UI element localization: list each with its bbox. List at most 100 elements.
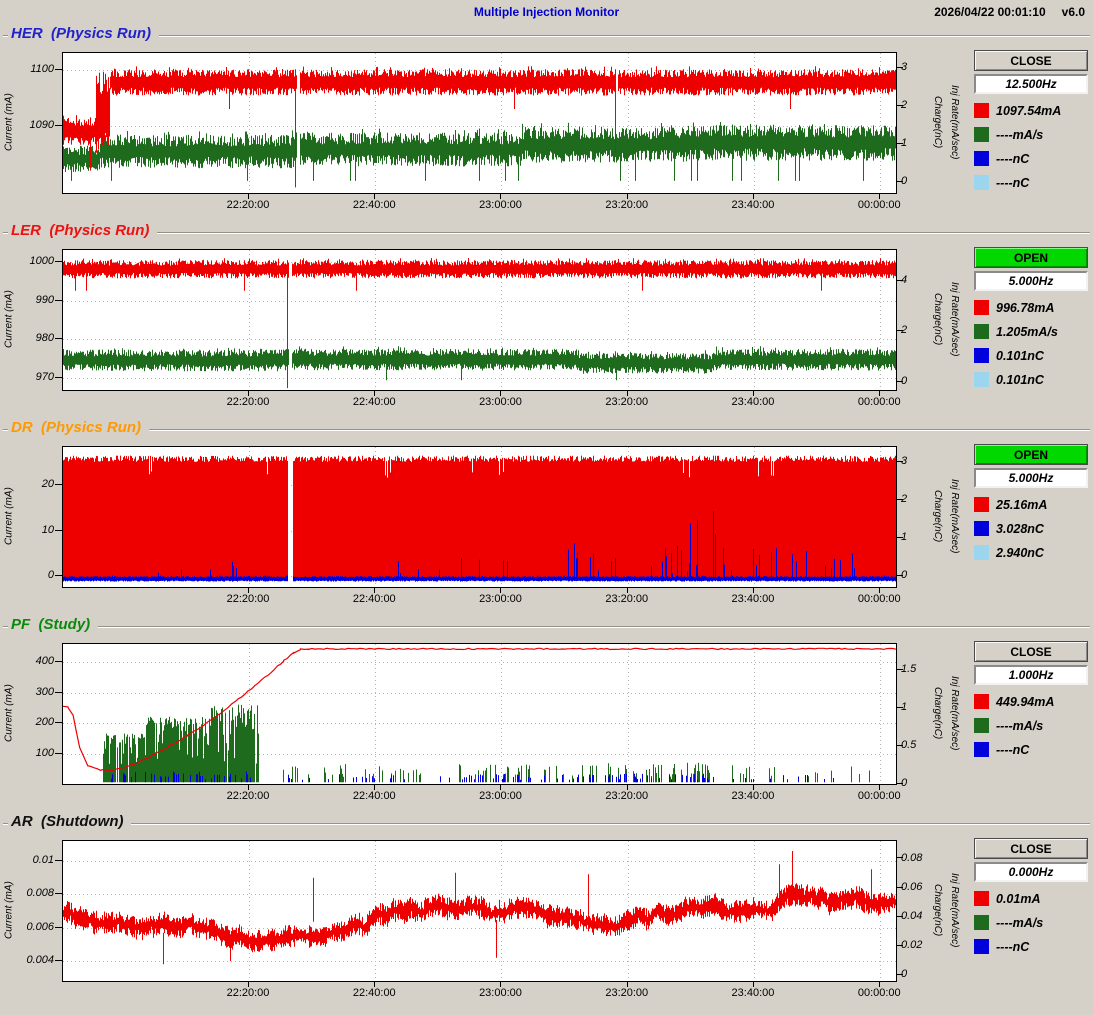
legend-value: 0.101nC [996,349,1044,363]
x-axis-tick [500,588,501,593]
y-axis-tick-label: 0.004 [6,954,54,966]
open-button-ler[interactable]: OPEN [974,247,1088,268]
right-y-axis-tick [896,857,903,858]
x-axis-tick [753,194,754,199]
x-axis-tick [500,785,501,790]
x-axis-tick-label: 23:00:00 [468,593,532,605]
x-axis-tick [879,391,880,396]
panel-title-ler: LER (Physics Run) [8,222,157,239]
y-axis-tick-label: 400 [6,655,54,667]
y-axis-tick-label: 0.01 [6,854,54,866]
panel-dr: DR (Physics Run)Current (mA)01020012322:… [0,420,1093,617]
x-axis-tick [374,588,375,593]
legend-swatch-green [974,127,989,142]
panel-ar: AR (Shutdown)Current (mA)0.0040.0060.008… [0,814,1093,1011]
y-axis-tick [55,338,62,339]
close-button-her[interactable]: CLOSE [974,50,1088,71]
x-axis-tick [879,194,880,199]
legend-row: ----nC [974,175,1088,190]
panel-divider-line [3,35,1090,37]
x-axis-tick [374,785,375,790]
x-axis-tick [374,194,375,199]
right-y-axis-tick [896,105,903,106]
legend-row: 0.101nC [974,372,1088,387]
panel-title-her: HER (Physics Run) [8,25,159,42]
right-y-axis-tick [896,945,903,946]
x-axis-tick [879,785,880,790]
legend-swatch-green [974,324,989,339]
legend-swatch-blue [974,348,989,363]
x-axis-tick [248,982,249,987]
legend-row: ----mA/s [974,718,1088,733]
legend-row: ----nC [974,939,1088,954]
right-y-axis-tick [896,537,903,538]
y-axis-tick [55,927,62,928]
y-axis-tick [55,69,62,70]
x-axis-tick-label: 23:20:00 [595,593,659,605]
right-y-axis-tick [896,67,903,68]
x-axis-tick-label: 23:00:00 [468,790,532,802]
y-axis-tick-label: 0.008 [6,887,54,899]
legend-value: ----mA/s [996,916,1043,930]
right-y-axis-tick [896,330,903,331]
x-axis-tick-label: 23:20:00 [595,199,659,211]
right-axis-title-inj-rate: Inj Rate(mA/sec) [947,446,962,586]
close-button-ar[interactable]: CLOSE [974,838,1088,859]
x-axis-tick [627,194,628,199]
multiple-injection-monitor-app: { "header": { "title": "Multiple Injecti… [0,0,1093,1015]
legend-row: ----mA/s [974,127,1088,142]
header-bar: Multiple Injection Monitor 2026/04/22 00… [0,0,1093,26]
chart-canvas-ler [63,250,896,390]
right-y-axis-tick [896,499,903,500]
y-axis-tick-label: 1000 [6,255,54,267]
y-axis-tick-label: 980 [6,332,54,344]
right-y-axis-tick [896,974,903,975]
legend-swatch-green [974,915,989,930]
close-button-pf[interactable]: CLOSE [974,641,1088,662]
chart-canvas-her [63,53,896,193]
right-y-axis-tick [896,181,903,182]
y-axis-tick [55,261,62,262]
y-axis-tick [55,692,62,693]
right-y-axis-tick [896,381,903,382]
right-axis-title-inj-rate: Inj Rate(mA/sec) [947,840,962,980]
legend-value: 449.94mA [996,695,1054,709]
x-axis-tick-label: 23:40:00 [721,790,785,802]
x-axis-tick [500,391,501,396]
right-axis-title-charge: Charge(nC) [930,52,945,192]
y-axis-tick-label: 970 [6,371,54,383]
legend-value: 3.028nC [996,522,1044,536]
x-axis-tick [753,982,754,987]
x-axis-tick-label: 22:40:00 [342,199,406,211]
injection-frequency-her: 12.500Hz [974,74,1088,94]
legend-row: 1.205mA/s [974,324,1088,339]
legend-row: ----nC [974,742,1088,757]
x-axis-tick-label: 23:00:00 [468,987,532,999]
y-axis-tick-label: 100 [6,747,54,759]
x-axis-tick [753,391,754,396]
panel-controls-pf: CLOSE 1.000Hz 449.94mA ----mA/s ----nC [974,641,1088,757]
legend-swatch-red [974,694,989,709]
x-axis-tick-label: 23:00:00 [468,199,532,211]
panel-ler: LER (Physics Run)Current (mA)97098099010… [0,223,1093,420]
x-axis-tick [248,785,249,790]
legend-value: ----nC [996,152,1029,166]
right-y-axis-tick [896,143,903,144]
right-axis-title-charge: Charge(nC) [930,643,945,783]
panel-title-dr: DR (Physics Run) [8,419,149,436]
right-axis-title-charge: Charge(nC) [930,840,945,980]
x-axis-tick [500,982,501,987]
y-axis-tick-label: 0.006 [6,921,54,933]
legend-swatch-blue [974,521,989,536]
legend-value: ----nC [996,176,1029,190]
x-axis-tick-label: 00:00:00 [847,396,911,408]
y-axis-tick [55,960,62,961]
y-axis-tick-label: 10 [6,524,54,536]
open-button-dr[interactable]: OPEN [974,444,1088,465]
injection-frequency-pf: 1.000Hz [974,665,1088,685]
right-axis-title-inj-rate: Inj Rate(mA/sec) [947,643,962,783]
x-axis-tick-label: 23:20:00 [595,987,659,999]
legend-row: 1097.54mA [974,103,1088,118]
chart-ar [62,840,897,982]
panel-title-pf: PF (Study) [8,616,98,633]
